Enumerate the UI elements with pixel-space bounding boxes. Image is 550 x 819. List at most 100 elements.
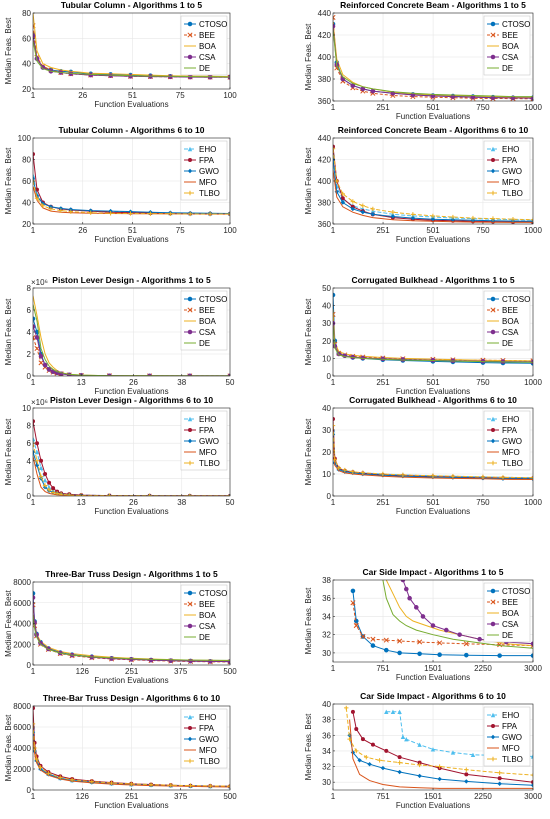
series-marker-csa <box>42 362 48 368</box>
series-marker-tlbo <box>510 216 516 222</box>
series-marker-bee <box>34 345 40 352</box>
y-tick-label: 38 <box>322 716 331 725</box>
legend-marker-bee <box>490 32 496 38</box>
chart-title: Corrugated Bulkhead - Algorithms 1 to 5 <box>351 275 514 285</box>
x-tick-label: 375 <box>174 667 188 676</box>
series-marker-fpa <box>464 772 469 777</box>
chart-panel: 1 251 501 750 1000 360 380 400 420 440 Reinforced … <box>304 0 542 121</box>
series-marker-bee <box>353 623 359 629</box>
legend-marker-csa <box>187 329 193 335</box>
y-tick-label: 0 <box>327 372 332 381</box>
x-tick-label: 500 <box>223 667 237 676</box>
series-marker-fpa <box>417 760 422 765</box>
series-marker-tlbo <box>38 765 43 770</box>
x-tick-label: 1 <box>331 792 336 801</box>
legend-label-boa: BOA <box>502 317 520 326</box>
y-tick-label: 30 <box>322 778 331 787</box>
chart-title: Car Side Impact - Algorithms 6 to 10 <box>360 691 506 701</box>
chart-title: Car Side Impact - Algorithms 1 to 5 <box>363 567 504 577</box>
series-marker-tlbo <box>400 472 406 478</box>
series-line-de <box>333 29 533 98</box>
series-line-tlbo <box>33 180 230 215</box>
series-marker-tlbo <box>50 490 56 495</box>
series-marker-gwo <box>530 783 533 788</box>
legend-label-ctoso: CTOSO <box>502 20 530 29</box>
y-tick-label: 20 <box>322 448 331 457</box>
axes-box <box>32 407 231 497</box>
series-marker-fpa <box>340 196 345 201</box>
y-tick-label: 2 <box>27 474 32 483</box>
x-axis-label: Function Evaluations <box>94 100 168 109</box>
legend-marker-fpa <box>491 724 495 728</box>
series-line-tlbo <box>333 148 533 221</box>
legend-marker-fpa <box>491 428 495 432</box>
series-marker-tlbo <box>370 206 376 212</box>
series-marker-bee <box>437 640 443 646</box>
x-tick-label: 1000 <box>524 498 542 507</box>
series-marker-gwo <box>370 212 376 217</box>
legend-label-de: DE <box>199 64 210 73</box>
series-marker-tlbo <box>227 783 230 789</box>
series-marker-tlbo <box>207 211 213 217</box>
legend-label-ctoso: CTOSO <box>199 295 227 304</box>
series-marker-tlbo <box>128 211 133 216</box>
x-tick-label: 1 <box>331 226 336 235</box>
legend-label-gwo: GWO <box>502 437 522 446</box>
chart-title: Reinforced Concrete Beam - Algorithms 1 … <box>340 0 526 10</box>
x-axis-label: Function Evaluations <box>94 387 168 396</box>
x-tick-label: 1 <box>331 378 336 387</box>
series-marker-tlbo <box>109 780 114 786</box>
series-marker-ctoso <box>383 647 389 653</box>
legend-label-tlbo: TLBO <box>199 757 220 766</box>
y-axis-label: Median Feas. Best <box>304 23 313 90</box>
series-marker-ctoso <box>370 643 376 648</box>
chart-title: Piston Lever Design - Algorithms 6 to 10 <box>50 395 213 405</box>
x-tick-label: 375 <box>174 792 188 801</box>
legend-label-boa: BOA <box>199 611 217 620</box>
series-marker-tlbo <box>342 467 348 473</box>
series-marker-csa <box>413 605 419 610</box>
series-marker-tlbo <box>530 475 533 480</box>
legend: EHO FPA GWO MFO TLBO <box>483 140 531 201</box>
y-tick-label: 420 <box>318 31 332 40</box>
series-marker-tlbo <box>168 211 173 216</box>
series-marker-bee <box>383 637 389 643</box>
legend-marker-csa <box>187 623 193 629</box>
chart-panel: 1 13 26 38 50 0 2 4 6 8 10×10⁶ Piston Lever Design … <box>4 395 235 516</box>
legend-label-fpa: FPA <box>199 426 215 435</box>
x-tick-label: 51 <box>128 91 137 100</box>
series-marker-fpa <box>39 458 44 463</box>
series-line-de <box>33 40 230 78</box>
y-axis-label: Median Feas. Best <box>304 587 313 654</box>
series-marker-gwo <box>417 773 422 779</box>
series-marker-tlbo <box>148 211 153 216</box>
legend-marker-bee <box>187 601 193 607</box>
legend-label-de: DE <box>199 339 210 348</box>
series-line-gwo <box>333 159 533 222</box>
series-marker-bee <box>33 602 36 608</box>
series-marker-csa <box>457 632 462 637</box>
series-marker-tlbo <box>48 206 54 212</box>
series-marker-bee <box>38 360 44 366</box>
legend-marker-eho <box>187 416 193 422</box>
series-marker-gwo <box>410 215 416 221</box>
series-marker-csa <box>168 74 173 80</box>
series-marker-ctoso <box>530 653 533 658</box>
series-line-de <box>333 326 533 363</box>
legend-marker-ctoso <box>490 296 496 302</box>
series-marker-tlbo <box>333 423 336 428</box>
axis-exponent: ×10⁶ <box>31 398 48 407</box>
series-marker-eho <box>42 477 48 483</box>
legend-label-mfo: MFO <box>199 746 217 755</box>
legend-marker-bee <box>490 599 496 605</box>
x-tick-label: 251 <box>376 226 390 235</box>
series-marker-fpa <box>497 776 502 781</box>
x-tick-label: 1000 <box>524 378 542 387</box>
series-marker-csa <box>420 614 426 619</box>
legend-label-csa: CSA <box>502 328 519 337</box>
series-marker-eho <box>530 754 533 759</box>
series-marker-csa <box>370 88 376 94</box>
y-tick-label: 4000 <box>13 620 31 629</box>
series-marker-tlbo <box>360 470 366 475</box>
